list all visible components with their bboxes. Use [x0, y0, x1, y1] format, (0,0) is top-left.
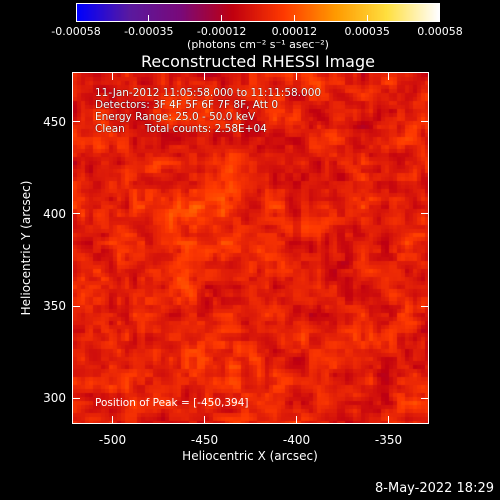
x-tick-mark	[203, 72, 205, 80]
time-range-annotation: 11-Jan-2012 11:05:58.000 to 11:11:58.000	[95, 87, 322, 99]
x-axis-label: Heliocentric X (arcsec)	[182, 449, 318, 463]
colorbar-tick-mark	[366, 15, 368, 22]
x-tick-mark	[388, 72, 389, 80]
x-tick-mark	[388, 416, 389, 424]
colorbar-tick-label: -0.00012	[196, 25, 247, 38]
plot-title: Reconstructed RHESSI Image	[141, 52, 375, 71]
x-tick-mark	[296, 72, 297, 80]
y-tick-mark	[421, 397, 429, 399]
x-tick-mark	[111, 416, 113, 424]
colorbar-tick-label: 0.00035	[344, 25, 390, 38]
x-tick-label: -400	[282, 433, 311, 447]
y-tick-mark	[421, 121, 429, 123]
y-tick-mark	[72, 397, 80, 399]
detectors-annotation: Detectors: 3F 4F 5F 6F 7F 8F, Att 0	[95, 99, 279, 111]
colorbar-tick-mark	[293, 15, 295, 22]
x-tick-label: -350	[374, 433, 403, 447]
colorbar	[76, 3, 440, 22]
y-axis-label: Heliocentric Y (arcsec)	[19, 180, 33, 316]
x-tick-mark	[203, 416, 205, 424]
x-tick-label: -450	[190, 433, 219, 447]
peak-position-annotation: Position of Peak = [-450,394]	[95, 397, 249, 409]
colorbar-tick-label: -0.00058	[51, 25, 101, 38]
colorbar-tick-mark	[148, 15, 150, 22]
plot-timestamp: 8-May-2022 18:29	[375, 481, 494, 496]
y-tick-label: 350	[43, 299, 66, 314]
energy-range-annotation: Energy Range: 25.0 - 50.0 keV	[95, 111, 256, 123]
x-tick-mark	[111, 72, 113, 80]
colorbar-units-label: (photons cm⁻² s⁻¹ asec⁻²)	[187, 38, 329, 51]
y-tick-mark	[72, 213, 80, 215]
colorbar-tick-label: 0.00012	[271, 25, 318, 38]
x-tick-mark	[296, 416, 297, 424]
y-tick-label: 450	[43, 114, 66, 129]
colorbar-tick-label: 0.00058	[417, 25, 463, 38]
y-tick-mark	[72, 121, 80, 123]
y-tick-mark	[421, 305, 429, 307]
image-plot: 11-Jan-2012 11:05:58.000 to 11:11:58.000…	[72, 72, 429, 424]
y-tick-mark	[421, 213, 429, 215]
y-tick-label: 400	[43, 206, 66, 221]
clean-counts-annotation: Clean Total counts: 2.58E+04	[95, 123, 267, 135]
x-tick-label: -500	[98, 433, 127, 447]
y-tick-label: 300	[43, 391, 66, 406]
y-tick-mark	[72, 305, 80, 307]
colorbar-tick-label: -0.00035	[124, 25, 174, 38]
colorbar-tick-mark	[221, 15, 223, 22]
rhessi-image	[73, 73, 428, 423]
